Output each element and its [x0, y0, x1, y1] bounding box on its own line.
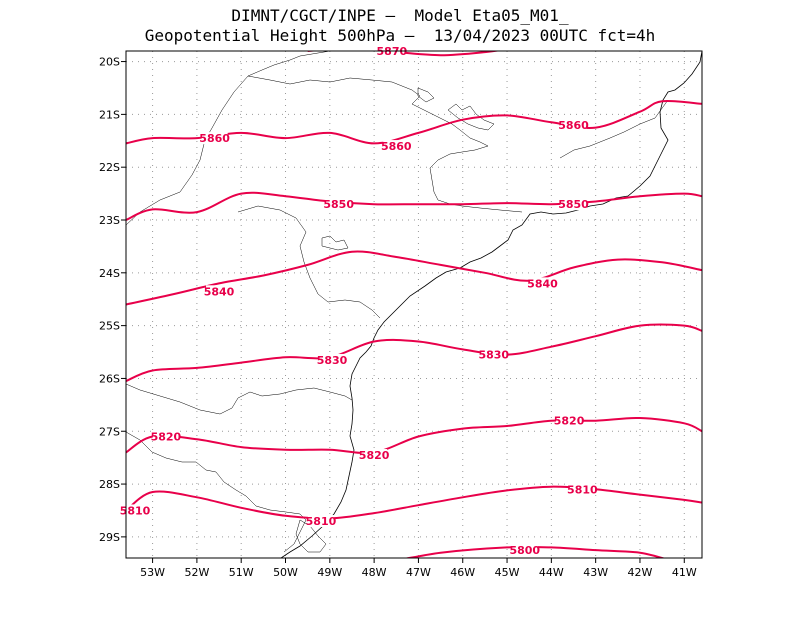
border-2 — [247, 75, 523, 213]
contour-label-5850: 5850 — [558, 198, 589, 211]
border-3 — [237, 205, 381, 319]
contour-label-5810: 5810 — [120, 504, 151, 517]
contour-label-bg — [307, 515, 334, 528]
contour-label-5860: 5860 — [558, 119, 589, 132]
contour-label-5830: 5830 — [478, 349, 509, 362]
axis-ticks: 53W 52W 51W 50W 49W 48W 47W 46W 45W 44W 43W 42W 41W 2… — [99, 56, 697, 579]
lat-tick-label: 26S — [99, 372, 120, 385]
border-4 — [126, 383, 353, 415]
contour-label-bg — [325, 198, 352, 211]
contour-5870 — [307, 51, 502, 57]
lat-tick-label: 27S — [99, 425, 120, 438]
border-1 — [126, 51, 331, 226]
contour-label-5850: 5850 — [323, 198, 354, 211]
contour-label-bg — [361, 449, 388, 462]
lon-tick-label: 43W — [583, 566, 608, 579]
lat-tick-label: 24S — [99, 267, 120, 280]
lon-tick-label: 47W — [406, 566, 431, 579]
contour-label-5810: 5810 — [567, 483, 598, 496]
coastline-and-borders — [126, 51, 702, 558]
contour-label-bg — [480, 348, 507, 361]
lon-tick-label: 46W — [450, 566, 475, 579]
contour-label-bg — [569, 483, 596, 496]
lat-tick-label: 25S — [99, 320, 120, 333]
contour-label-bg — [122, 504, 148, 517]
map-title-line-1: DIMNT/CGCT/INPE — Model Eta05_M01_ — [231, 6, 569, 25]
lat-tick-label: 29S — [99, 531, 120, 544]
contour-label-5810: 5810 — [306, 515, 337, 528]
reservoir-1 — [447, 103, 495, 131]
lon-tick-label: 50W — [273, 566, 298, 579]
lagoon-patos — [295, 519, 327, 553]
border-6 — [559, 99, 669, 159]
contour-label-5830: 5830 — [317, 354, 348, 367]
contour-label-5820: 5820 — [359, 449, 390, 462]
lon-tick-label: 48W — [362, 566, 387, 579]
contour-label-bg — [560, 198, 587, 211]
lon-tick-label: 44W — [539, 566, 564, 579]
contour-label-5860: 5860 — [381, 140, 412, 153]
contour-label-bg — [383, 140, 410, 153]
reservoir-3 — [417, 87, 435, 103]
reservoir-2 — [321, 235, 349, 251]
coastline — [280, 51, 702, 558]
border-5 — [126, 431, 307, 553]
lon-tick-label: 45W — [495, 566, 520, 579]
contour-5830 — [126, 323, 702, 383]
grid-lines — [126, 51, 702, 558]
height-contours — [126, 51, 702, 558]
contour-label-5820: 5820 — [554, 415, 585, 428]
lon-tick-label: 41W — [672, 566, 697, 579]
contour-label-bg — [511, 544, 538, 557]
lon-tick-label: 51W — [229, 566, 254, 579]
contour-label-bg — [206, 285, 233, 298]
contour-5800 — [404, 545, 666, 558]
lon-tick-label: 53W — [140, 566, 165, 579]
contour-5850 — [126, 191, 702, 221]
lat-tick-label: 20S — [99, 56, 120, 69]
contour-label-5820: 5820 — [151, 431, 182, 444]
contour-label-bg — [560, 118, 587, 131]
contour-label-bg — [556, 414, 583, 427]
contour-label-bg — [529, 277, 556, 290]
contour-5840 — [126, 250, 702, 306]
contour-label-bg — [319, 353, 346, 366]
contour-label-5840: 5840 — [527, 277, 558, 290]
lat-tick-label: 21S — [99, 108, 120, 121]
lon-tick-label: 42W — [628, 566, 653, 579]
contour-5820 — [126, 416, 702, 454]
lat-tick-label: 22S — [99, 161, 120, 174]
contour-label-5860: 5860 — [199, 132, 230, 145]
contour-label-5840: 5840 — [204, 285, 235, 298]
contour-label-5800: 5800 — [509, 544, 540, 557]
plot-frame — [125, 50, 703, 559]
lat-tick-label: 28S — [99, 478, 120, 491]
lon-tick-label: 52W — [184, 566, 209, 579]
lat-tick-label: 23S — [99, 214, 120, 227]
map-title-line-2: Geopotential Height 500hPa — 13/04/2023 … — [144, 26, 656, 45]
lon-tick-label: 49W — [317, 566, 342, 579]
contour-label-bg — [201, 132, 228, 145]
contour-label-bg — [152, 430, 179, 443]
contour-5810 — [126, 485, 702, 520]
